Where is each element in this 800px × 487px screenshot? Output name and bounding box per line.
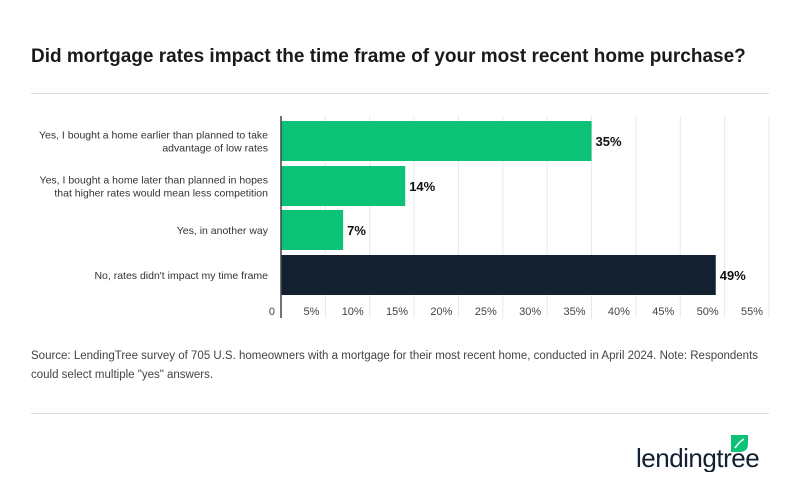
category-label: Yes, in another way <box>177 225 269 237</box>
x-tick-label: 30% <box>519 306 541 318</box>
category-label: that higher rates would mean less compet… <box>54 188 268 200</box>
x-tick-label: 5% <box>303 306 319 318</box>
divider <box>31 413 769 414</box>
x-tick-label: 40% <box>608 306 630 318</box>
x-tick-label: 25% <box>475 306 497 318</box>
chart-title: Did mortgage rates impact the time frame… <box>31 46 746 67</box>
x-tick-label: 55% <box>741 306 763 318</box>
divider <box>31 93 769 94</box>
svg-text:lendingtree: lendingtree <box>636 443 759 472</box>
category-label: No, rates didn't impact my time frame <box>94 270 268 282</box>
bar <box>281 121 592 161</box>
category-label: advantage of low rates <box>162 143 268 155</box>
category-label: Yes, I bought a home later than planned … <box>40 175 268 187</box>
x-tick-label: 0 <box>269 306 275 318</box>
x-tick-label: 35% <box>564 306 586 318</box>
data-label: 35% <box>596 134 622 149</box>
category-label: Yes, I bought a home earlier than planne… <box>39 130 268 142</box>
data-label: 49% <box>720 268 746 283</box>
x-tick-label: 15% <box>386 306 408 318</box>
bar <box>281 255 716 295</box>
bar <box>281 166 406 206</box>
x-tick-label: 20% <box>430 306 452 318</box>
bar <box>281 210 344 250</box>
lendingtree-logo: lendingtree <box>636 432 776 477</box>
x-tick-label: 10% <box>342 306 364 318</box>
x-tick-label: 45% <box>652 306 674 318</box>
data-label: 7% <box>347 223 366 238</box>
x-tick-label: 50% <box>697 306 719 318</box>
bar-chart: 0 5% 10% 15% 20% 25% 30% 35% 40% 45% 50% 55% 35% Yes,… <box>39 116 770 318</box>
data-label: 14% <box>409 179 435 194</box>
source-note: Source: LendingTree survey of 705 U.S. h… <box>31 350 759 381</box>
